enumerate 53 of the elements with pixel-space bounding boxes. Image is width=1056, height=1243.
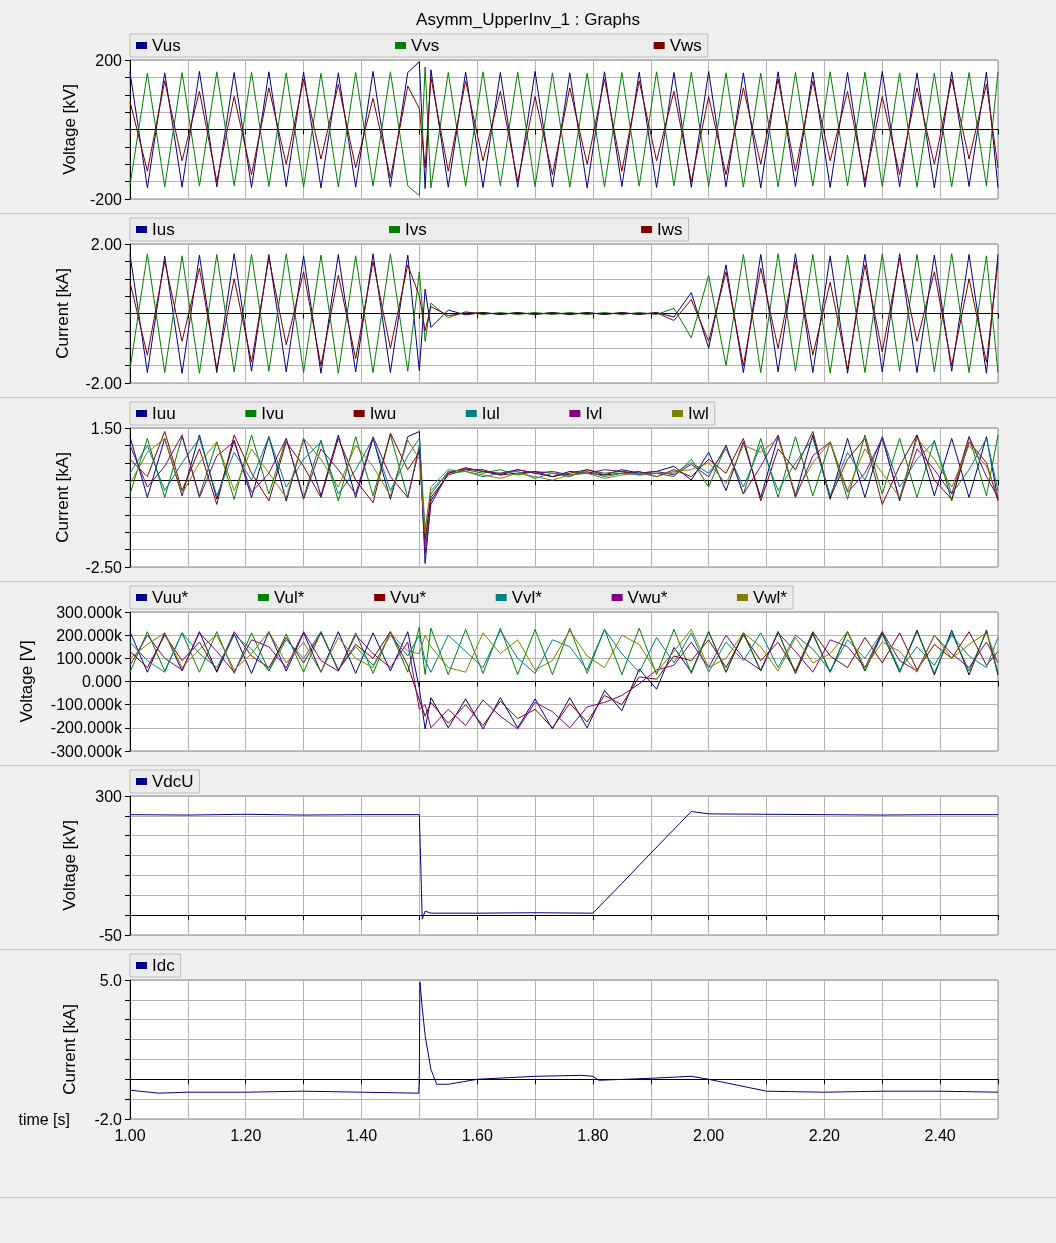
y-tick-label: -2.0 xyxy=(94,1110,123,1128)
y-axis-title: Current [kA] xyxy=(53,452,72,543)
chart-title: Asymm_UpperInv_1 : Graphs xyxy=(416,10,640,29)
y-axis-title: Voltage [V] xyxy=(17,640,36,723)
legend-label: Iuu xyxy=(152,404,176,423)
y-tick-label: -2.00 xyxy=(85,374,123,392)
x-tick-label: 1.40 xyxy=(345,1126,378,1144)
legend-label: Ius xyxy=(152,220,175,239)
legend-label: Ivs xyxy=(405,220,427,239)
legend-label: Vus xyxy=(152,36,181,55)
y-tick-label: 300 xyxy=(95,787,123,805)
x-tick-label: 1.60 xyxy=(461,1126,493,1144)
x-axis-title: time [s] xyxy=(18,1110,70,1128)
legend-label: VdcU xyxy=(152,772,194,791)
y-tick-label: -200.000k xyxy=(50,719,123,737)
legend-label: Vvl* xyxy=(511,588,543,607)
y-tick-label: 300.000k xyxy=(56,603,123,621)
y-tick-label: -300.000k xyxy=(50,742,123,760)
legend-label: Iul xyxy=(481,404,500,423)
y-tick-label: 1.50 xyxy=(90,419,123,437)
y-tick-label: -100.000k xyxy=(50,696,123,714)
y-axis-title: Current [kA] xyxy=(60,1004,79,1095)
legend-label: Vvs xyxy=(411,36,440,55)
y-tick-label: 0.000 xyxy=(81,673,123,690)
y-axis-title: Voltage [kV] xyxy=(60,820,79,911)
legend-label: Iwu xyxy=(369,404,397,423)
legend-label: Vul* xyxy=(273,588,305,607)
y-tick-label: 200.000k xyxy=(56,626,123,644)
legend-label: Vvu* xyxy=(390,588,427,607)
legend-label: Vwu* xyxy=(627,588,668,607)
legend-label: Iwl xyxy=(688,404,709,423)
legend-label: Vws xyxy=(669,36,702,55)
x-tick-label: 2.40 xyxy=(924,1126,956,1144)
x-tick-label: 1.00 xyxy=(114,1126,146,1144)
y-tick-label: -2.50 xyxy=(85,558,123,576)
y-tick-label: 100.000k xyxy=(56,649,123,667)
legend-label: Iws xyxy=(657,220,683,239)
y-tick-label: 200 xyxy=(95,51,123,69)
legend-label: Vuu* xyxy=(152,588,189,607)
y-axis-title: Voltage [kV] xyxy=(60,84,79,175)
x-tick-label: 1.80 xyxy=(577,1126,609,1144)
legend-label: Ivl xyxy=(585,404,603,423)
y-tick-label: 2.00 xyxy=(90,235,123,253)
y-axis-title: Current [kA] xyxy=(53,268,72,359)
legend-label: Ivu xyxy=(261,404,284,423)
legend-label: Vwl* xyxy=(752,588,788,607)
y-tick-label: -50 xyxy=(98,926,123,944)
legend-label: Idc xyxy=(152,956,176,975)
x-tick-label: 2.00 xyxy=(693,1126,725,1144)
y-tick-label: -200 xyxy=(89,190,123,208)
x-tick-label: 1.20 xyxy=(230,1126,262,1144)
x-tick-label: 2.20 xyxy=(808,1126,841,1144)
y-tick-label: 5.0 xyxy=(99,971,123,989)
